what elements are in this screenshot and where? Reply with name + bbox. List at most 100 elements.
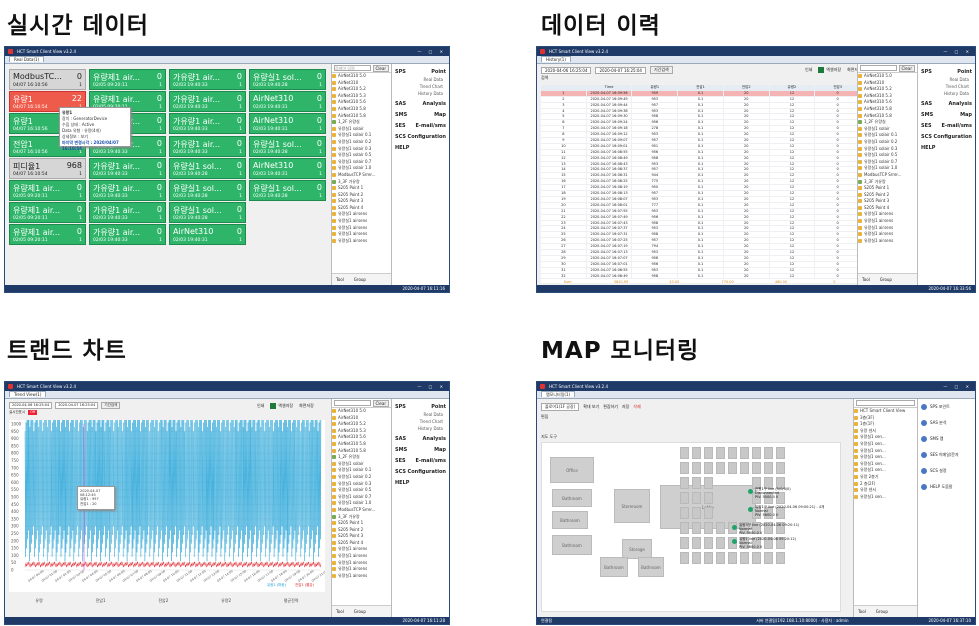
tree-item[interactable]: 유량실1 airsens	[332, 211, 391, 218]
tree-item[interactable]: 3_3F 가유량	[332, 179, 391, 186]
column-header[interactable]	[541, 85, 587, 91]
table-row[interactable]: 2 2020-04-07 16:09:49 953 0.1 20 12 0	[541, 96, 862, 103]
tree-item[interactable]: AirNet310 5.8	[858, 113, 917, 120]
tree-item[interactable]: S205 Point 3	[332, 533, 391, 540]
map-slot[interactable]	[704, 477, 713, 489]
trend-chart[interactable]: 1000950900850800750700650600550500450400…	[9, 420, 325, 592]
tree-item[interactable]: 유량실1 airsens	[858, 225, 917, 232]
tree-item[interactable]: 1_2F 유량실	[332, 454, 391, 461]
point-tile[interactable]: 유량실1 sol... 0 02/03 19:40:28 1	[249, 180, 326, 201]
tree-item[interactable]: 3층(3F)	[854, 415, 917, 422]
screen-save-button[interactable]: 화면저장	[299, 403, 314, 408]
map-slot[interactable]	[752, 537, 761, 549]
tree-item[interactable]: 유량 센서	[854, 487, 917, 494]
table-row[interactable]: 14 2020-04-07 16:08:37 957 0.1 20 12 0	[541, 167, 862, 174]
tree-item[interactable]: 유량실1 solair 0.5	[332, 152, 391, 159]
tree-item[interactable]: 유량실1 solair	[858, 126, 917, 133]
menu-subitem[interactable]: History Data	[417, 91, 443, 96]
table-row[interactable]: 19 2020-04-07 16:08:07 953 0.1 20 12 0	[541, 196, 862, 203]
tree-item[interactable]: 유량실1 airsens	[332, 231, 391, 238]
tree-item[interactable]: AirNet310 5.0	[332, 408, 391, 415]
tree-item[interactable]: 유량실1 solair 0.2	[332, 139, 391, 146]
tree-item[interactable]: AirNet310 5.3	[332, 93, 391, 100]
tree-item[interactable]: 유량실1 solair 0.1	[332, 132, 391, 139]
side-menu-item[interactable]: SAS 분석	[918, 415, 975, 431]
tool-tab[interactable]: Tool	[336, 277, 344, 282]
tree-item[interactable]: 유량실1 solair	[332, 461, 391, 468]
menu-subitem[interactable]: Trend Chart	[945, 84, 969, 89]
map-slot[interactable]	[692, 522, 701, 534]
edit-button[interactable]: 편집하기	[603, 404, 618, 409]
tree-item[interactable]: 유량실1 airsens	[332, 573, 391, 580]
from-date-input[interactable]: 2020-04-06 16:25:04	[541, 66, 592, 74]
map-slot[interactable]	[740, 462, 749, 474]
print-button[interactable]: 인쇄	[257, 403, 265, 408]
map-slot[interactable]	[704, 447, 713, 459]
point-tile[interactable]: 유량실1 sol... 0 02/03 19:40:28 1	[169, 180, 246, 201]
map-slot[interactable]	[716, 522, 725, 534]
table-row[interactable]: 13 2020-04-07 16:08:43 953 0.1 20 12 0	[541, 161, 862, 168]
point-tile[interactable]: 가유량1 air... 0 02/03 19:40:33 1	[169, 135, 246, 157]
map-slot[interactable]	[728, 447, 737, 459]
table-row[interactable]: 26 2020-04-07 16:07:25 957 0.1 20 12 0	[541, 238, 862, 245]
period-search-button[interactable]: 기간검색	[101, 402, 121, 409]
map-slot[interactable]	[704, 492, 713, 504]
menu-subitem[interactable]: History Data	[417, 426, 443, 431]
tree-item[interactable]: 유량실1 sen...	[854, 494, 917, 501]
zone-select[interactable]: 플로어1(1F 공장)	[541, 403, 580, 411]
map-slot[interactable]	[752, 507, 761, 519]
tree-item[interactable]: AirNet310 5.8	[858, 106, 917, 113]
tree-item[interactable]: 유량실1 airsens	[332, 553, 391, 560]
tree-item[interactable]: 유량실1 airsens	[858, 218, 917, 225]
sensor-pin[interactable]	[748, 489, 753, 494]
map-slot[interactable]	[728, 552, 737, 564]
menu-item-scs[interactable]: SCS Configuration	[392, 464, 449, 475]
tree-item[interactable]: S205 Point 3	[332, 198, 391, 205]
tab-trend[interactable]: Trend View(1)	[9, 391, 47, 397]
print-button[interactable]: 인쇄	[805, 67, 813, 72]
tree-item[interactable]: 유량실1 solair 0.5	[858, 152, 917, 159]
tree-item[interactable]: AirNet310	[332, 80, 391, 87]
map-slot[interactable]	[716, 537, 725, 549]
map-room[interactable]: Storeroom	[614, 489, 650, 523]
map-room[interactable]: Bathroom	[552, 489, 592, 507]
tree-search-input[interactable]	[856, 400, 915, 406]
map-slot[interactable]	[692, 507, 701, 519]
tree-item[interactable]: 2 층(2F)	[854, 481, 917, 488]
tree-item[interactable]: 유량실1 solair 1.0	[332, 500, 391, 507]
to-date-input[interactable]: 2020-04-07 16:25:04	[595, 66, 646, 74]
sensor-pin[interactable]	[732, 525, 737, 530]
tree-item[interactable]: AirNet310 5.8	[332, 448, 391, 455]
map-slot[interactable]	[764, 537, 773, 549]
screen-save-button[interactable]: 화면저장	[847, 67, 862, 72]
table-row[interactable]: 10 2020-04-07 16:09:01 951 0.1 20 12 0	[541, 143, 862, 150]
tree-item[interactable]: 유량실1 airsens	[858, 238, 917, 245]
tree-item[interactable]: 유량실1 solair 0.7	[332, 494, 391, 501]
to-date-input[interactable]: 2020-04-07 16:25:04	[55, 402, 99, 409]
tree-item[interactable]: ModbusTCP Srrer...	[858, 172, 917, 179]
delete-button[interactable]: 삭제	[633, 404, 641, 409]
tree-item[interactable]: AirNet310 5.6	[332, 99, 391, 106]
zoom-view-button[interactable]: 확대 보기	[583, 404, 600, 409]
tree-item[interactable]: AirNet310 5.0	[858, 73, 917, 80]
menu-item-help[interactable]: HELP	[918, 140, 975, 151]
map-slot[interactable]	[776, 522, 785, 534]
menu-item-ses[interactable]: SES E-mail/sms	[918, 118, 975, 129]
map-slot[interactable]	[776, 477, 785, 489]
map-slot[interactable]	[764, 522, 773, 534]
tree-item[interactable]: HCT Smart Client View	[854, 408, 917, 415]
menu-subitem[interactable]: Real Data	[423, 412, 443, 417]
map-slot[interactable]	[740, 552, 749, 564]
tree-item[interactable]: 유량실1 airsens	[332, 546, 391, 553]
point-tile[interactable]: 유량실1 sol... 0 02/03 19:40:28 1	[169, 157, 246, 179]
tree-item[interactable]: S205 Point 2	[332, 192, 391, 199]
point-tile[interactable]: 유량실1 sol... 0 02/03 19:40:28 1	[249, 135, 326, 157]
tree-item[interactable]: S205 Point 2	[332, 527, 391, 534]
map-slot[interactable]	[692, 552, 701, 564]
point-tile[interactable]: 유량제1 air... 0 02/05 09:20:11 1	[9, 180, 86, 201]
map-room[interactable]: Bathroom	[638, 557, 664, 577]
window-controls[interactable]: — □ ✕	[417, 49, 446, 54]
map-room[interactable]: Storage	[622, 539, 652, 559]
menu-subitem[interactable]: History Data	[943, 91, 969, 96]
excel-save-button[interactable]: 엑셀저장	[270, 403, 293, 409]
